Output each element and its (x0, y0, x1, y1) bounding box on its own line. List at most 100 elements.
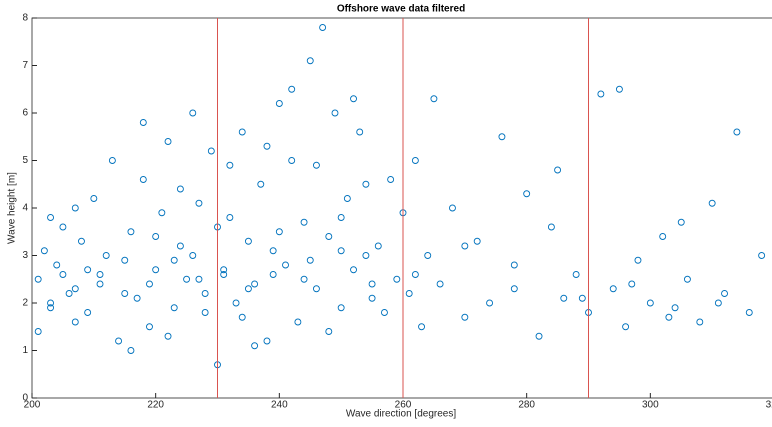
x-tick-label: 260 (395, 400, 412, 411)
point (473, 237, 481, 245)
point (96, 280, 104, 288)
point (121, 290, 129, 297)
point (671, 304, 679, 312)
point (244, 285, 252, 293)
point (269, 247, 277, 255)
point (597, 90, 605, 98)
point (387, 176, 395, 183)
chart-title: Offshore wave data filtered (337, 4, 465, 15)
point (696, 318, 704, 326)
point (47, 299, 54, 307)
point (411, 271, 419, 278)
point (498, 133, 506, 141)
point (758, 252, 766, 259)
point (430, 95, 438, 103)
point (84, 309, 92, 316)
point (405, 290, 413, 297)
point (226, 161, 234, 169)
point (288, 85, 296, 93)
x-tick-label: 320 (766, 400, 772, 411)
point (121, 256, 129, 264)
point (251, 280, 259, 288)
point (115, 337, 123, 345)
point (683, 275, 691, 283)
point (418, 323, 425, 331)
point (646, 299, 654, 307)
point (486, 299, 494, 307)
point (337, 304, 345, 312)
point (560, 294, 568, 302)
point (288, 157, 296, 164)
point (220, 271, 228, 278)
point (294, 318, 302, 326)
point (189, 252, 197, 259)
point (226, 214, 234, 221)
y-axis-label: Wave height [m] (7, 172, 18, 244)
point (59, 271, 67, 278)
point (78, 237, 85, 245)
point (127, 347, 135, 354)
point (152, 266, 160, 274)
point (170, 304, 178, 312)
point (677, 218, 685, 226)
point (368, 294, 376, 302)
point (609, 285, 617, 293)
point (461, 313, 469, 321)
point (139, 119, 147, 126)
point (356, 128, 364, 136)
point (449, 204, 456, 212)
y-tick-label: 4 (22, 203, 28, 214)
point (238, 313, 246, 321)
point (232, 299, 240, 307)
point (362, 252, 370, 259)
point (257, 180, 265, 188)
x-tick-label: 240 (271, 400, 288, 411)
point (300, 218, 308, 226)
point (275, 100, 283, 107)
point (381, 309, 388, 316)
point (461, 242, 469, 250)
point (251, 342, 259, 350)
x-tick-label: 280 (518, 400, 535, 411)
point (207, 147, 215, 155)
point (337, 214, 345, 221)
y-tick-label: 8 (22, 13, 28, 24)
point (350, 266, 357, 274)
point (547, 223, 555, 231)
point (325, 233, 333, 240)
point (306, 57, 314, 65)
point (306, 256, 314, 264)
point (634, 256, 642, 264)
point (71, 318, 79, 326)
point (659, 233, 667, 240)
point (183, 275, 191, 283)
point (238, 128, 246, 136)
point (40, 247, 48, 255)
y-tick-label: 6 (22, 108, 28, 119)
point (34, 275, 42, 283)
point (510, 261, 518, 269)
x-axis-label: Wave direction [degrees] (346, 409, 456, 420)
point (350, 95, 357, 103)
point (362, 180, 370, 188)
y-tick-label: 3 (22, 250, 28, 261)
point (164, 332, 172, 340)
point (745, 309, 753, 316)
point (146, 323, 153, 331)
point (170, 256, 178, 264)
point (164, 138, 172, 145)
point (282, 261, 289, 269)
point (133, 294, 141, 302)
point (628, 280, 636, 288)
point (195, 199, 203, 207)
point (189, 109, 197, 117)
point (195, 275, 203, 283)
point (139, 176, 147, 183)
point (319, 24, 327, 31)
point (721, 290, 728, 297)
point (127, 228, 135, 236)
point (220, 266, 228, 274)
point (424, 252, 432, 259)
